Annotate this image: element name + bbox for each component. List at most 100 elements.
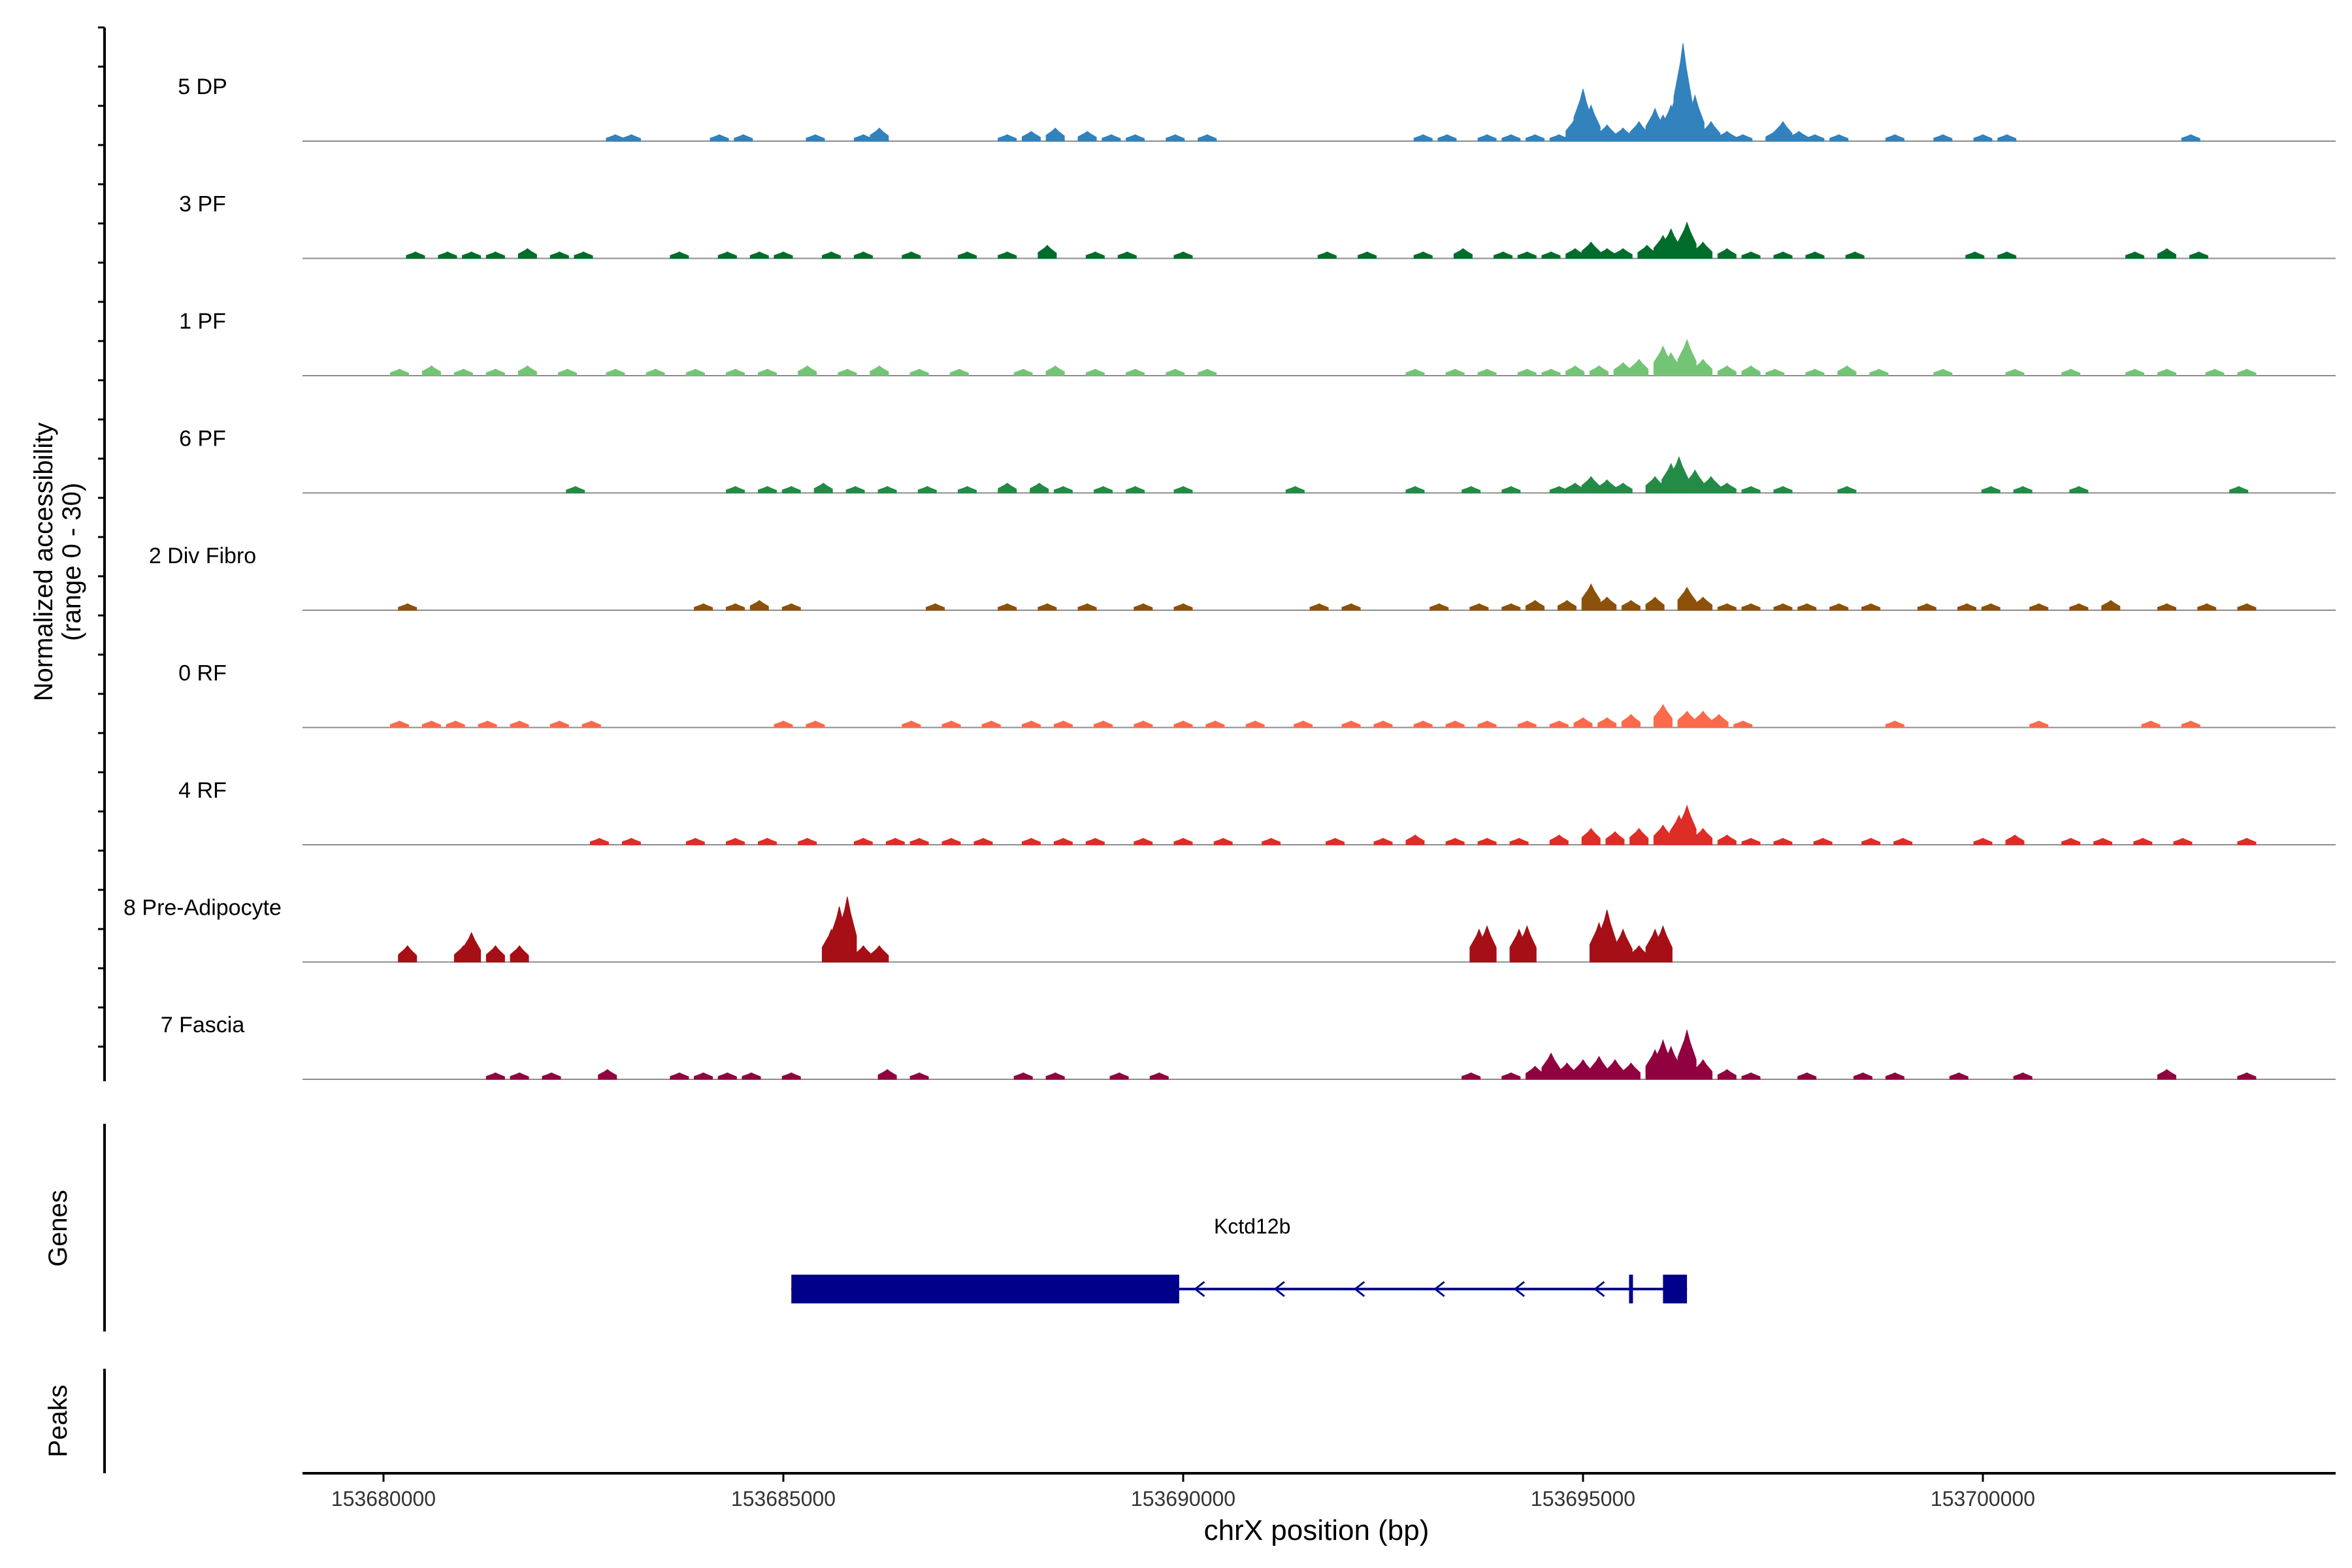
accessibility-peak — [1693, 596, 1713, 611]
accessibility-peak — [1126, 134, 1145, 142]
accessibility-peak — [2125, 251, 2145, 259]
accessibility-tracks: 5 DP 3 PF 1 PF 6 PF 2 Div Fibro 0 RF 4 RF 8 Pre… — [123, 42, 2336, 1080]
accessibility-peak — [1981, 485, 2001, 493]
accessibility-peak — [845, 485, 865, 493]
accessibility-peak — [2197, 603, 2217, 611]
accessibility-peak — [1677, 338, 1697, 376]
accessibility-peak — [1581, 476, 1601, 493]
accessibility-peak — [478, 720, 497, 728]
accessibility-peak — [510, 945, 529, 962]
accessibility-peak — [1102, 134, 1121, 142]
accessibility-peak — [998, 251, 1017, 259]
accessibility-peak — [1085, 838, 1105, 845]
accessibility-peak — [1045, 1072, 1065, 1080]
accessibility-peak — [1981, 603, 2001, 611]
accessibility-peak — [1469, 603, 1489, 611]
accessibility-peak — [726, 603, 745, 611]
accessibility-peak — [670, 251, 689, 259]
accessibility-peak — [1597, 596, 1617, 611]
accessibility-peak — [1526, 134, 1545, 142]
accessibility-peak — [1741, 1072, 1761, 1080]
accessibility-peak — [517, 248, 537, 259]
accessibility-peak — [581, 720, 601, 728]
accessibility-peak — [1517, 720, 1537, 728]
accessibility-peak — [998, 134, 1017, 142]
accessibility-peak — [838, 896, 857, 962]
accessibility-peak — [694, 603, 713, 611]
accessibility-peak — [1477, 720, 1497, 728]
accessibility-peak — [1589, 365, 1609, 376]
strand-arrow — [1194, 1281, 1205, 1298]
track-0-rf: 0 RF — [178, 661, 2336, 728]
accessibility-peak — [1613, 928, 1633, 962]
accessibility-peak — [2125, 368, 2145, 376]
accessibility-peak — [1653, 704, 1673, 728]
track-3-pf: 3 PF — [179, 192, 2336, 259]
accessibility-peak — [1173, 603, 1193, 611]
accessibility-peak — [589, 838, 609, 845]
accessibility-peak — [941, 720, 961, 728]
accessibility-peak — [1693, 828, 1713, 845]
accessibility-peak — [973, 838, 993, 845]
accessibility-peak — [1021, 720, 1041, 728]
accessibility-peak — [1413, 251, 1433, 259]
x-tick-label: 153695000 — [1531, 1487, 1635, 1511]
accessibility-peak — [1613, 248, 1633, 259]
accessibility-peak — [1973, 134, 1993, 142]
accessibility-peak — [1317, 251, 1337, 259]
accessibility-peak — [798, 838, 817, 845]
accessibility-peak — [1373, 720, 1393, 728]
accessibility-peak — [1805, 134, 1825, 142]
strand-arrow — [1273, 1281, 1285, 1298]
x-tick-label: 153700000 — [1931, 1487, 2035, 1511]
accessibility-peak — [1405, 834, 1425, 845]
accessibility-peak — [926, 603, 945, 611]
accessibility-peak — [813, 482, 833, 493]
strand-arrow — [1513, 1281, 1526, 1298]
accessibility-peak — [1462, 1072, 1481, 1080]
accessibility-peak — [1173, 251, 1193, 259]
accessibility-peak — [1741, 251, 1761, 259]
x-axis-label: chrX position (bp) — [1204, 1514, 1429, 1546]
accessibility-peak — [758, 368, 777, 376]
accessibility-peak — [758, 485, 777, 493]
accessibility-peak — [1085, 368, 1105, 376]
accessibility-peak — [1573, 1059, 1593, 1080]
accessibility-peak — [2093, 838, 2113, 845]
accessibility-peak — [2181, 720, 2200, 728]
accessibility-peak — [1526, 1066, 1545, 1080]
accessibility-peak — [1621, 713, 1641, 728]
accessibility-peak — [1541, 368, 1561, 376]
accessibility-peak — [1645, 476, 1665, 493]
accessibility-peak — [1629, 121, 1649, 142]
accessibility-peak — [1693, 710, 1713, 728]
accessibility-peak — [398, 603, 417, 611]
accessibility-peak — [1198, 368, 1217, 376]
accessibility-peak — [1053, 720, 1073, 728]
accessibility-peak — [1701, 121, 1721, 142]
accessibility-peak — [606, 134, 625, 142]
accessibility-peak — [1629, 828, 1649, 845]
accessibility-peak — [1789, 131, 1808, 142]
accessibility-peak — [1605, 1059, 1625, 1080]
accessibility-peak — [1526, 600, 1545, 611]
accessibility-peak — [1733, 134, 1753, 142]
accessibility-peak — [1893, 838, 1913, 845]
accessibility-peak — [1549, 485, 1569, 493]
accessibility-peak — [1829, 134, 1849, 142]
accessibility-peak — [806, 134, 825, 142]
accessibility-peak — [838, 368, 857, 376]
track-label: 6 PF — [179, 427, 226, 451]
accessibility-peak — [1741, 603, 1761, 611]
accessibility-peak — [1845, 251, 1865, 259]
accessibility-peak — [1597, 124, 1617, 142]
accessibility-peak — [1885, 134, 1904, 142]
accessibility-peak — [917, 485, 937, 493]
accessibility-peak — [1166, 368, 1185, 376]
track-label: 2 Div Fibro — [149, 544, 256, 568]
accessibility-peak — [1517, 368, 1537, 376]
accessibility-peak — [2133, 838, 2153, 845]
accessibility-peak — [421, 720, 441, 728]
accessibility-peak — [742, 1072, 761, 1080]
